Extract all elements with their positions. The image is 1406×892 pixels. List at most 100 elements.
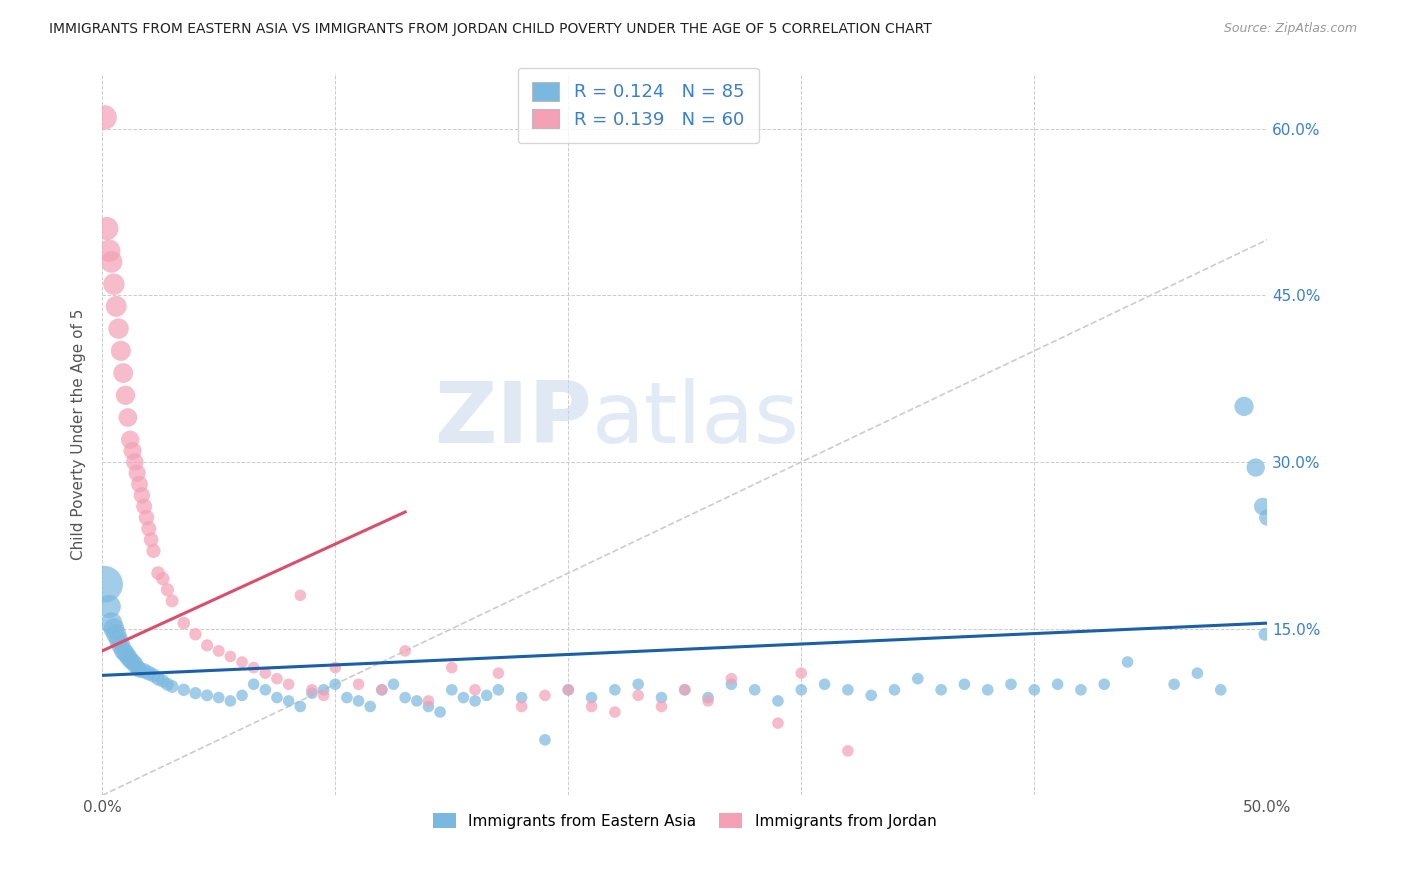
- Point: [883, 682, 905, 697]
- Point: [418, 699, 440, 714]
- Point: [394, 644, 416, 658]
- Point: [254, 666, 277, 681]
- Point: [141, 533, 163, 547]
- Point: [697, 690, 720, 705]
- Point: [114, 388, 136, 402]
- Point: [128, 663, 150, 677]
- Point: [1254, 627, 1277, 641]
- Point: [581, 690, 603, 705]
- Point: [1163, 677, 1185, 691]
- Point: [173, 616, 195, 631]
- Point: [152, 673, 174, 688]
- Point: [290, 588, 312, 602]
- Point: [195, 689, 218, 703]
- Point: [464, 694, 486, 708]
- Point: [1251, 500, 1274, 514]
- Point: [105, 299, 128, 313]
- Point: [650, 699, 672, 714]
- Point: [110, 638, 132, 652]
- Point: [1000, 677, 1022, 691]
- Point: [371, 682, 394, 697]
- Point: [581, 699, 603, 714]
- Point: [142, 668, 165, 682]
- Point: [93, 577, 115, 591]
- Point: [371, 682, 394, 697]
- Point: [1024, 682, 1046, 697]
- Point: [720, 672, 742, 686]
- Point: [121, 443, 143, 458]
- Point: [697, 694, 720, 708]
- Point: [534, 732, 557, 747]
- Point: [976, 682, 998, 697]
- Point: [242, 677, 264, 691]
- Point: [277, 694, 299, 708]
- Point: [627, 677, 650, 691]
- Point: [837, 744, 859, 758]
- Point: [790, 666, 813, 681]
- Point: [100, 616, 122, 631]
- Point: [98, 244, 121, 258]
- Point: [124, 657, 146, 672]
- Point: [1209, 682, 1232, 697]
- Point: [603, 682, 626, 697]
- Point: [510, 699, 533, 714]
- Point: [208, 644, 231, 658]
- Text: atlas: atlas: [592, 378, 800, 461]
- Point: [347, 677, 370, 691]
- Point: [134, 664, 156, 678]
- Point: [135, 510, 157, 524]
- Point: [112, 644, 135, 658]
- Point: [534, 689, 557, 703]
- Point: [1256, 510, 1278, 524]
- Point: [254, 682, 277, 697]
- Text: Source: ZipAtlas.com: Source: ZipAtlas.com: [1223, 22, 1357, 36]
- Point: [184, 686, 207, 700]
- Point: [138, 522, 160, 536]
- Point: [323, 677, 346, 691]
- Point: [627, 689, 650, 703]
- Point: [131, 488, 153, 502]
- Point: [464, 682, 486, 697]
- Point: [142, 544, 165, 558]
- Point: [128, 477, 150, 491]
- Point: [790, 682, 813, 697]
- Point: [103, 277, 125, 292]
- Point: [105, 627, 128, 641]
- Point: [837, 682, 859, 697]
- Point: [557, 682, 579, 697]
- Point: [146, 566, 169, 581]
- Point: [301, 682, 323, 697]
- Y-axis label: Child Poverty Under the Age of 5: Child Poverty Under the Age of 5: [72, 309, 86, 560]
- Point: [323, 660, 346, 674]
- Point: [475, 689, 498, 703]
- Point: [107, 632, 129, 647]
- Point: [860, 689, 883, 703]
- Point: [112, 366, 135, 380]
- Point: [766, 694, 789, 708]
- Point: [336, 690, 359, 705]
- Point: [301, 686, 323, 700]
- Point: [1116, 655, 1139, 669]
- Point: [231, 689, 253, 703]
- Point: [650, 690, 672, 705]
- Point: [120, 653, 142, 667]
- Point: [405, 694, 427, 708]
- Point: [1046, 677, 1069, 691]
- Point: [160, 594, 183, 608]
- Point: [127, 660, 149, 674]
- Point: [1070, 682, 1092, 697]
- Point: [359, 699, 381, 714]
- Point: [486, 666, 509, 681]
- Point: [312, 689, 335, 703]
- Point: [138, 666, 160, 681]
- Text: ZIP: ZIP: [434, 378, 592, 461]
- Legend: Immigrants from Eastern Asia, Immigrants from Jordan: Immigrants from Eastern Asia, Immigrants…: [427, 806, 942, 835]
- Point: [110, 343, 132, 358]
- Point: [603, 705, 626, 719]
- Point: [152, 572, 174, 586]
- Point: [117, 410, 139, 425]
- Point: [1233, 400, 1256, 414]
- Point: [208, 690, 231, 705]
- Point: [418, 694, 440, 708]
- Point: [510, 690, 533, 705]
